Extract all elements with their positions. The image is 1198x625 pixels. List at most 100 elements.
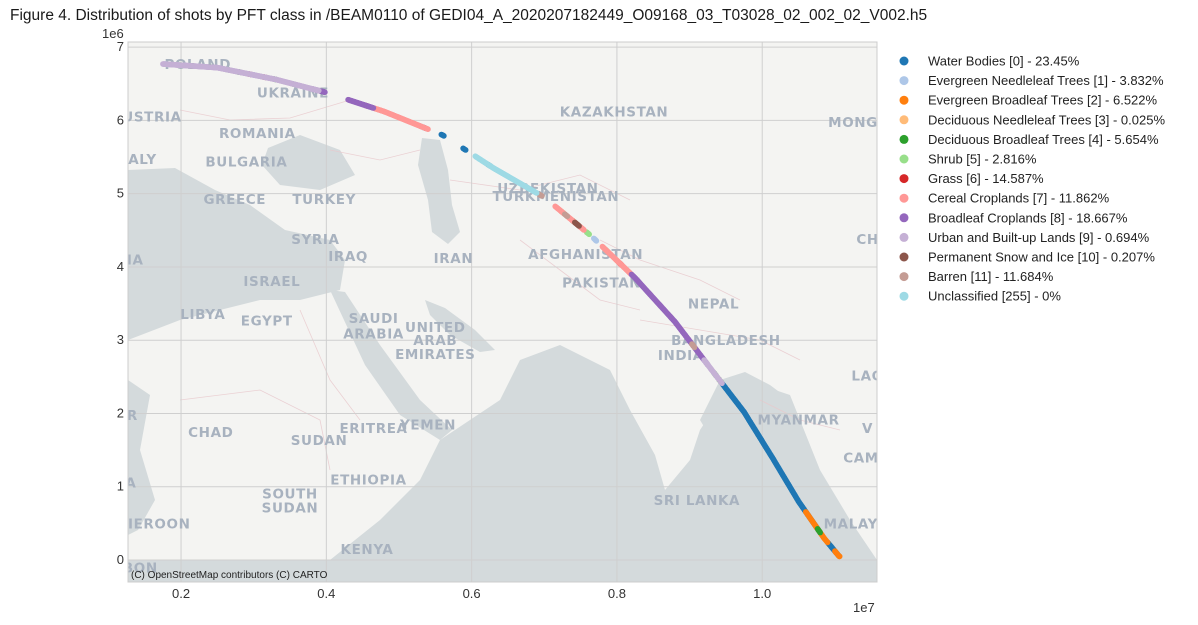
- shot-point: [817, 529, 823, 536]
- legend-label: Permanent Snow and Ice [10] - 0.207%: [928, 250, 1155, 265]
- basemap-place-label: MYANMAR: [757, 412, 839, 428]
- legend-marker: [899, 252, 909, 262]
- legend-marker: [899, 174, 909, 184]
- x-tick-label: 0.2: [172, 586, 190, 601]
- legend-label: Water Bodies [0] - 23.45%: [928, 54, 1080, 69]
- basemap-place-label: MALAY: [824, 516, 878, 532]
- basemap-place-label: BELARUS: [224, 29, 298, 45]
- mediterranean-sea: [128, 168, 345, 340]
- basemap-place-label: KENYA: [341, 542, 394, 558]
- basemap-place-label: USTRIA: [122, 110, 181, 126]
- basemap-place-label: UNITED: [405, 320, 466, 336]
- shot-point: [691, 344, 698, 351]
- basemap-place-label: SRI LANKA: [654, 493, 741, 509]
- shot-track: [160, 61, 843, 560]
- legend-label: Broadleaf Croplands [8] - 18.667%: [928, 210, 1128, 225]
- legend-marker: [899, 154, 909, 164]
- y-tick-label: 4: [117, 259, 124, 274]
- shot-point: [836, 553, 843, 560]
- basemap-place-label: YEMEN: [399, 417, 456, 433]
- legend-marker: [899, 193, 909, 203]
- basemap-place-label: TURKEY: [292, 192, 356, 208]
- basemap-place-label: IRAN: [434, 251, 474, 267]
- shot-point: [564, 213, 571, 220]
- legend-marker: [899, 291, 909, 301]
- shot-point: [533, 190, 540, 196]
- x-tick-label: 0.6: [463, 586, 481, 601]
- shot-point: [593, 238, 600, 244]
- legend-label: Deciduous Needleleaf Trees [3] - 0.025%: [928, 112, 1165, 127]
- x-offset-label: 1e7: [853, 600, 875, 615]
- legend-marker: [899, 134, 909, 144]
- legend-marker: [899, 232, 909, 242]
- shot-point: [576, 223, 582, 229]
- y-tick-label: 2: [117, 405, 124, 420]
- shot-point: [719, 380, 725, 387]
- basemap-place-label: MONG: [828, 115, 878, 131]
- basemap-place-label: R: [127, 408, 138, 424]
- y-tick-label: 5: [117, 186, 124, 201]
- basemap-place-label: SUDAN: [262, 500, 319, 516]
- legend-marker: [899, 76, 909, 86]
- basemap-place-label: BON: [123, 560, 158, 576]
- basemap-place-label: LAO: [851, 368, 883, 384]
- basemap: [128, 99, 877, 582]
- legend-label: Deciduous Broadleaf Trees [4] - 5.654%: [928, 132, 1159, 147]
- basemap-place-label: ALY: [128, 152, 157, 168]
- basemap-place-label: ARABIA: [343, 327, 404, 343]
- x-tick-label: 0.4: [317, 586, 335, 601]
- basemap-place-label: ETHIOPIA: [330, 472, 406, 488]
- shot-point: [824, 539, 831, 546]
- legend-label: Cereal Croplands [7] - 11.862%: [928, 191, 1110, 206]
- basemap-place-label: ERITREA: [339, 421, 407, 437]
- basemap-place-label: IA: [127, 253, 144, 269]
- y-tick-label: 1: [117, 479, 124, 494]
- basemap-place-label: KAZAKHSTAN: [560, 105, 669, 121]
- y-tick-label: 0: [117, 552, 124, 567]
- basemap-place-label: BANGLADESH: [671, 333, 781, 349]
- legend-label: Barren [11] - 11.684%: [928, 269, 1054, 284]
- legend-marker: [899, 272, 909, 282]
- y-tick-label: 7: [117, 39, 124, 54]
- y-axis-ticks: 0 1 2 3 4 5 6 7: [117, 39, 124, 567]
- basemap-place-label: LIBYA: [180, 307, 225, 323]
- legend-marker: [899, 95, 909, 105]
- basemap-place-label: SYRIA: [291, 232, 339, 248]
- shot-point: [425, 126, 431, 132]
- shot-point: [586, 231, 592, 238]
- basemap-place-label: CH: [856, 232, 878, 248]
- basemap-place-label: ISRAEL: [243, 274, 300, 290]
- legend-label: Urban and Built-up Lands [9] - 0.694%: [928, 230, 1150, 245]
- grid: [128, 42, 877, 582]
- legend-marker: [899, 115, 909, 125]
- basemap-place-label: EGYPT: [241, 313, 293, 329]
- basemap-place-label: GREECE: [203, 192, 266, 208]
- x-tick-label: 1.0: [753, 586, 771, 601]
- basemap-place-label: TURKMENISTAN: [492, 189, 619, 205]
- legend-marker: [899, 213, 909, 223]
- y-tick-label: 3: [117, 332, 124, 347]
- basemap-place-label: IRAQ: [328, 249, 368, 265]
- legend-label: Evergreen Needleleaf Trees [1] - 3.832%: [928, 73, 1164, 88]
- red-sea: [330, 290, 452, 440]
- basemap-place-label: ARAB: [413, 333, 457, 349]
- basemap-place-label: SUDAN: [291, 433, 348, 449]
- shot-point: [462, 147, 469, 153]
- basemap-place-label: CHAD: [188, 425, 233, 441]
- basemap-place-label: EMIRATES: [395, 347, 475, 363]
- basemap-place-label: SAUDI: [349, 311, 399, 327]
- basemap-place-label: IEROON: [128, 516, 191, 532]
- legend-label: Grass [6] - 14.587%: [928, 171, 1044, 186]
- shot-point: [316, 87, 322, 94]
- basemap-place-label: CAM: [843, 450, 879, 466]
- basemap-place-label: INDIA: [658, 348, 704, 364]
- x-axis-ticks: 0.2 0.4 0.6 0.8 1.0: [172, 586, 771, 601]
- legend-marker: [899, 56, 909, 66]
- x-tick-label: 0.8: [608, 586, 626, 601]
- basemap-place-label: BULGARIA: [205, 154, 287, 170]
- persian-gulf: [425, 300, 495, 352]
- basemap-place-label: A: [125, 475, 136, 491]
- legend-label: Evergreen Broadleaf Trees [2] - 6.522%: [928, 93, 1158, 108]
- basemap-place-label: AFGHANISTAN: [528, 247, 643, 263]
